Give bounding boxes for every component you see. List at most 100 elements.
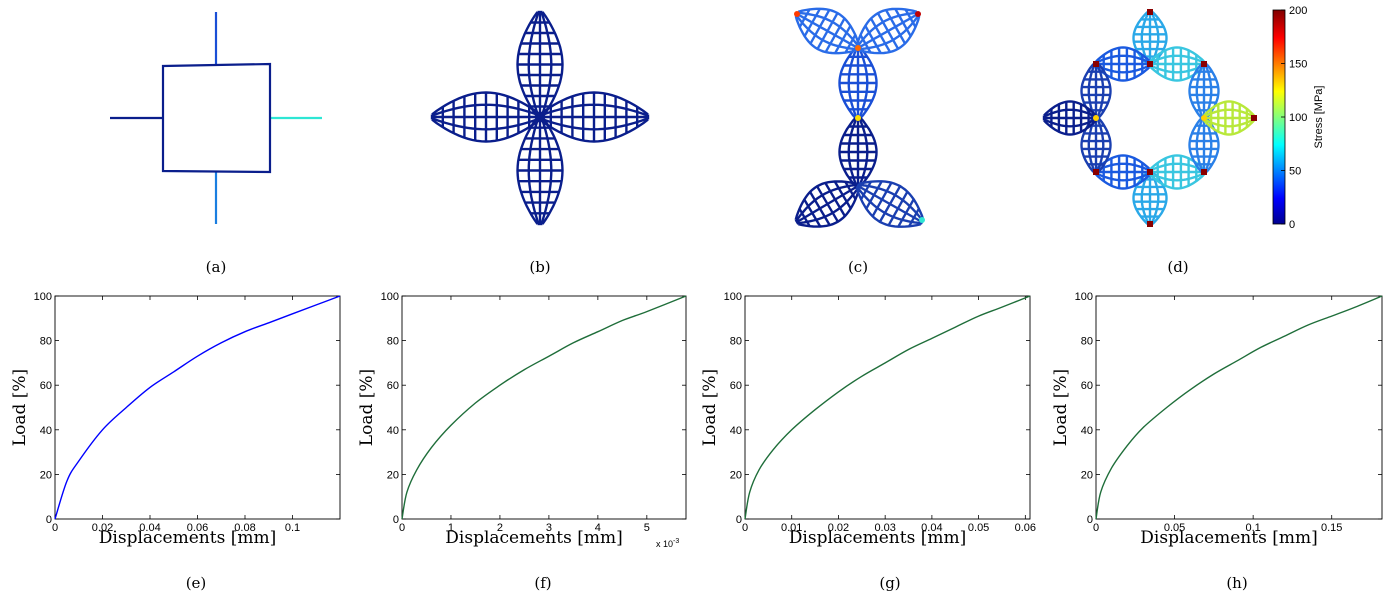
stress-hotspot-d [1147,221,1153,227]
panel-label-e: (e) [186,574,207,592]
x-tick-label: 0.02 [828,522,849,534]
stress-hotspot-c [915,11,921,17]
panel-label-b: (b) [529,258,550,276]
petal-d-top-rail [1151,11,1168,65]
panel-label-f: (f) [534,574,551,592]
petal-d-top-rail [1150,11,1160,65]
petal-c-topright-rung [894,8,912,37]
petal-d-left-down-rail [1087,117,1096,173]
petal-c-topleft-rung [824,17,846,53]
colorbar: 0 50 100 150 200 Stress [MPa] [1272,5,1325,231]
plot-frame [54,295,341,520]
petal-d-br-h-rail [1149,173,1205,190]
petal-c-botright-rung [855,183,861,189]
petal-d-right-up [1188,62,1220,120]
square-frame [161,62,272,174]
petal-d-right-down-rail [1204,117,1213,173]
y-tick-label: 80 [40,336,52,348]
petal-d-arm-right-rail [1203,118,1255,128]
x-tick-label: 0.05 [968,522,989,534]
petal-c-botright-rung [887,191,909,226]
petal-d-top-rail [1140,11,1150,65]
x-axis-label: Displacements [mm] [99,528,276,548]
petal-c-botright-rung [860,181,872,200]
petal-d-right-up-rail [1188,63,1203,119]
petal-d-bottom-rail [1140,171,1150,225]
petal-c-topleft [794,7,861,55]
x-tick-label: 0 [52,522,58,534]
petal-b-bottom [516,115,564,226]
petal-d-tr-h-rail [1149,46,1205,63]
petal-d-tr-h-rail [1149,64,1205,74]
petal-c-topright [855,7,921,55]
petal-d-tl-h-rail [1095,46,1151,63]
petal-d-left-up-rail [1096,63,1105,119]
petal-c-botleft-rung [816,185,839,223]
petal-d-br-h [1148,154,1206,190]
x-multiplier-exp: -3 [673,538,679,545]
y-axis-label: Load [%] [1051,369,1071,446]
petal-c-topright-rung [876,12,900,50]
x-tick-label: 4 [595,522,601,534]
y-tick-label: 60 [730,380,742,392]
panel-label-c: (c) [848,258,868,276]
x-tick-label: 0.01 [781,522,802,534]
y-tick-label: 0 [393,514,399,526]
petal-d-arm-left-rail [1043,119,1097,136]
stress-hotspot-d [1093,61,1099,67]
stress-hotspot-d [1147,169,1153,175]
colorbar-ticks: 0 50 100 150 200 [1281,5,1307,231]
petal-d-arm-right-rail [1203,108,1255,118]
petal-c-botright-rung [871,182,893,217]
chart-h: 0 20 40 60 80 100 0 0.05 0.1 0.15 Displacements [m… [1051,291,1383,548]
petal-c-topright-rung [864,25,882,54]
y-tick-label: 40 [1081,425,1093,437]
stress-hotspot-c [794,11,800,17]
plot-frame [1095,295,1383,520]
chart-g: 0 20 40 60 80 100 0 0.01 0.02 0.03 0.04 0.05 0.06 Dis… [700,291,1036,548]
y-tick-label: 40 [387,425,399,437]
petal-c-botleft-rung [844,181,857,200]
stress-hotspot-d [1201,61,1207,67]
stress-hotspot-d [1201,115,1207,121]
petal-d-tl-h-rail [1095,64,1151,74]
series-line [401,295,687,520]
structure-c [794,7,925,228]
chart-f: 0 20 40 60 80 100 0 1 2 3 4 5 x 10-3 Displacements [m… [357,291,687,549]
panel-label-a: (a) [206,258,227,276]
petal-d-bottom [1132,170,1168,226]
petal-c-topleft-rung [809,9,831,45]
petal-d-bl-h-rail [1095,172,1151,182]
y-tick-label: 80 [1081,336,1093,348]
y-tick-label: 20 [40,469,52,481]
x-tick-label: 0.04 [921,522,942,534]
petal-d-left-up-rail [1097,63,1112,119]
y-tick-label: 80 [730,336,742,348]
x-tick-label: 0.06 [187,522,208,534]
petal-c-botleft-rung [794,219,800,225]
petal-d-tr-h [1148,46,1206,82]
y-axis-label: Load [%] [10,369,30,446]
x-tick-label: 0.05 [1164,522,1185,534]
petal-c-topleft-rung [844,34,857,54]
y-tick-label: 40 [730,425,742,437]
petal-c-botleft-rung [803,198,822,228]
x-tick-label: 0.1 [285,522,300,534]
petal-d-tr-h-rail [1149,54,1205,64]
y-tick-label: 100 [381,291,399,303]
petal-d-bottom-rail [1132,171,1149,225]
petal-c-botleft-rung [824,182,846,217]
petal-d-tl-h-rail [1095,54,1151,64]
petal-d-right-up-rail [1195,63,1204,119]
y-tick-label: 0 [46,514,52,526]
x-tick-label: 1 [448,522,454,534]
x-tick-label: 0 [1093,522,1099,534]
plot-frame [401,295,687,520]
petal-c-botleft-rung [833,180,852,210]
panel-labels: (a) (b) (c) (d) (e) (f) (g) (h) [186,258,1248,592]
panel-label-g: (g) [879,574,900,592]
petal-d-arm-right-rail [1203,100,1255,117]
panel-label-h: (h) [1226,574,1247,592]
petal-d-br-h-rail [1149,172,1205,182]
petal-c-botright-rung [908,208,920,227]
